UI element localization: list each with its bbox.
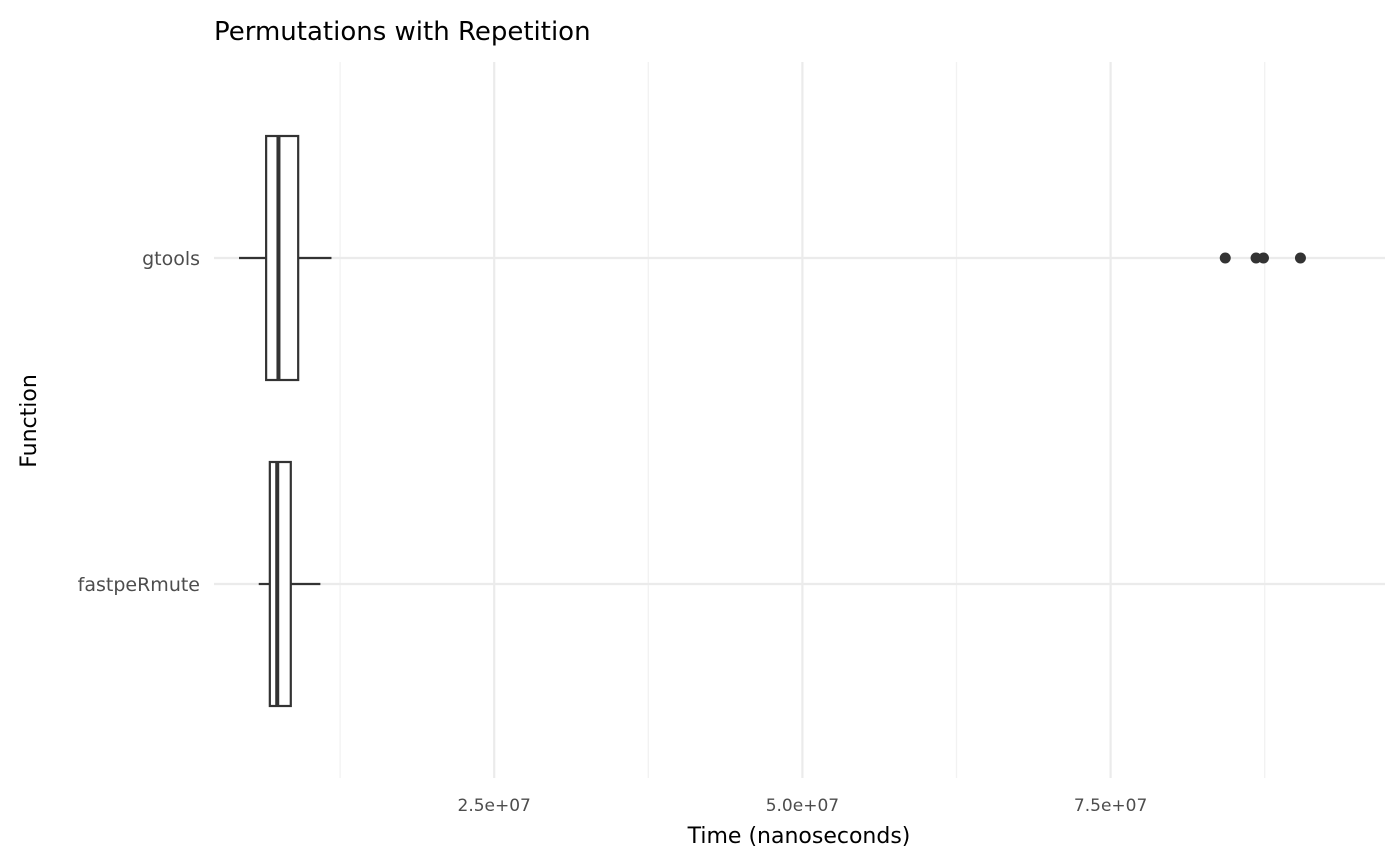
x-tick-label: 5.0e+07	[766, 796, 839, 816]
category-label-layer: gtools fastpeRmute	[78, 248, 200, 596]
tick-label-layer: 2.5e+07 5.0e+07 7.5e+07	[458, 796, 1148, 816]
grid-layer	[214, 62, 1385, 778]
category-label: fastpeRmute	[78, 574, 200, 596]
iqr-box	[265, 134, 300, 382]
x-axis-title: Time (nanoseconds)	[687, 824, 911, 849]
outlier-point	[1294, 252, 1306, 264]
outlier-point	[1219, 252, 1231, 264]
outlier-point	[1257, 252, 1269, 264]
x-tick-label: 7.5e+07	[1074, 796, 1147, 816]
category-label: gtools	[142, 248, 200, 270]
boxplot-fastpeRmute	[258, 460, 321, 708]
chart-title: Permutations with Repetition	[214, 17, 591, 47]
x-tick-label: 2.5e+07	[458, 796, 531, 816]
boxplot-gtools	[239, 134, 1306, 382]
y-axis-title: Function	[17, 374, 42, 468]
iqr-box	[268, 460, 292, 708]
box-layer	[239, 134, 1306, 708]
